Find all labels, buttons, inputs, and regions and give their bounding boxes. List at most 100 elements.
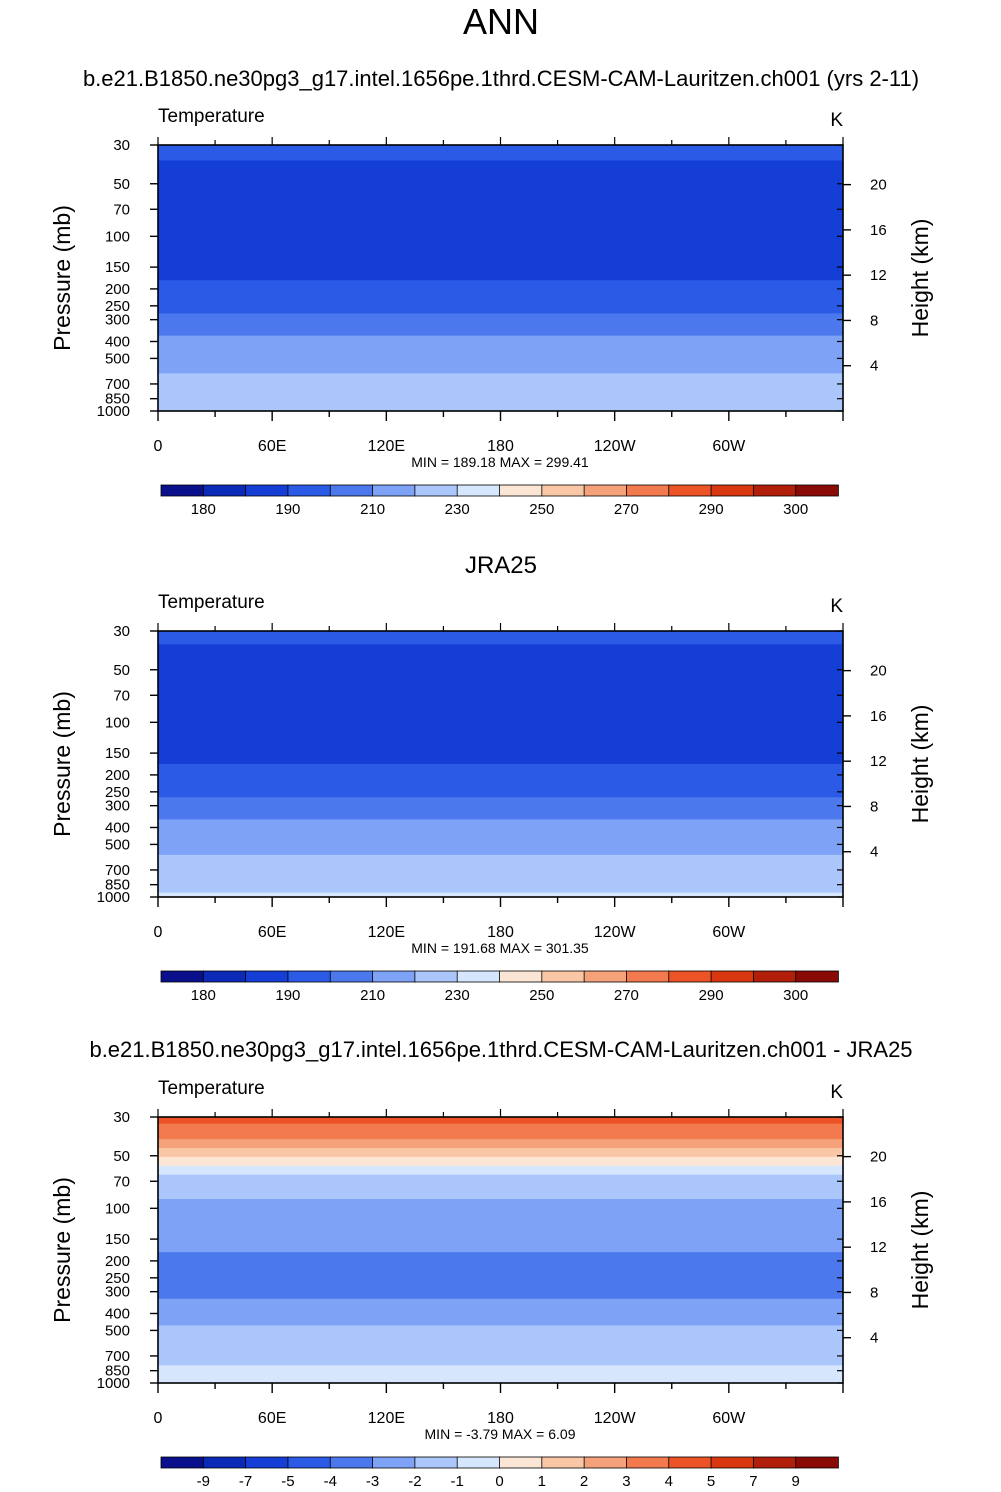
- colorbar-label: -5: [281, 1473, 294, 1490]
- y-tick-label: 30: [113, 137, 130, 154]
- y-tick-label: 500: [105, 836, 130, 853]
- colorbar-label: 180: [191, 987, 216, 1004]
- y-tick-label: 50: [113, 1148, 130, 1165]
- y2-tick-label: 16: [870, 1194, 887, 1211]
- colorbar-box: [246, 971, 289, 982]
- y2-tick-label: 4: [870, 1330, 878, 1347]
- colorbar-box: [626, 485, 669, 496]
- x-tick-label: 120E: [368, 1410, 405, 1427]
- min-max-stats: MIN = 191.68 MAX = 301.35: [411, 940, 589, 956]
- colorbar-box: [584, 485, 627, 496]
- colorbar-box: [500, 485, 543, 496]
- panel-title: b.e21.B1850.ne30pg3_g17.intel.1656pe.1th…: [89, 1037, 912, 1062]
- colorbar-label: -7: [239, 1473, 252, 1490]
- x-tick-label: 180: [487, 438, 514, 455]
- x-tick-label: 120E: [368, 438, 405, 455]
- min-max-stats: MIN = 189.18 MAX = 299.41: [411, 454, 589, 470]
- x-tick-label: 60E: [258, 1410, 286, 1427]
- y2-tick-label: 16: [870, 222, 887, 239]
- colorbar-box: [203, 485, 246, 496]
- colorbar-box: [542, 971, 585, 982]
- y2-tick-label: 4: [870, 358, 878, 375]
- colorbar-box: [288, 485, 331, 496]
- contour-field: [158, 631, 843, 898]
- colorbar-box: [711, 971, 754, 982]
- units-label: K: [830, 596, 843, 617]
- colorbar-box: [626, 971, 669, 982]
- colorbar-box: [500, 1457, 543, 1468]
- colorbar-label: 2: [580, 1473, 588, 1490]
- y2-tick-label: 20: [870, 177, 887, 194]
- y2-tick-label: 12: [870, 1239, 887, 1256]
- y2-tick-label: 12: [870, 753, 887, 770]
- y-tick-label: 50: [113, 176, 130, 193]
- y-tick-label: 30: [113, 1109, 130, 1126]
- colorbar-box: [711, 485, 754, 496]
- colorbar-label: -9: [197, 1473, 210, 1490]
- contour-field: [158, 145, 843, 412]
- y-tick-label: 200: [105, 767, 130, 784]
- units-label: K: [830, 110, 843, 131]
- y2-tick-label: 16: [870, 708, 887, 725]
- colorbar-box: [669, 485, 712, 496]
- panel-model: b.e21.B1850.ne30pg3_g17.intel.1656pe.1th…: [49, 66, 933, 518]
- colorbar-label: 4: [665, 1473, 673, 1490]
- y-tick-label: 70: [113, 687, 130, 704]
- y-tick-label: 100: [105, 714, 130, 731]
- y-tick-label: 500: [105, 1322, 130, 1339]
- y-tick-label: 150: [105, 1231, 130, 1248]
- colorbar-label: 9: [792, 1473, 800, 1490]
- colorbar-label: 180: [191, 501, 216, 518]
- x-tick-label: 60W: [712, 438, 746, 455]
- colorbar-box: [330, 485, 373, 496]
- variable-label: Temperature: [158, 592, 265, 613]
- y-tick-label: 400: [105, 333, 130, 350]
- colorbar-label: 290: [699, 501, 724, 518]
- colorbar: 180 190 210 230 250 270 290 300: [161, 971, 838, 1004]
- y2-tick-label: 8: [870, 1284, 878, 1301]
- colorbar-label: -1: [451, 1473, 464, 1490]
- page-title: ANN: [463, 1, 539, 42]
- x-tick-label: 0: [154, 924, 163, 941]
- y-tick-label: 30: [113, 623, 130, 640]
- colorbar-box: [161, 1457, 204, 1468]
- panel-title: JRA25: [465, 552, 537, 579]
- variable-label: Temperature: [158, 106, 265, 127]
- y-tick-label: 500: [105, 350, 130, 367]
- y-tick-label: 200: [105, 1253, 130, 1270]
- colorbar-label: 230: [445, 501, 470, 518]
- colorbar-box: [373, 485, 416, 496]
- y-tick-label: 400: [105, 1305, 130, 1322]
- y-tick-label: 300: [105, 1284, 130, 1301]
- colorbar-label: 270: [614, 501, 639, 518]
- colorbar-box: [584, 971, 627, 982]
- colorbar-box: [542, 485, 585, 496]
- colorbar-box: [457, 971, 500, 982]
- colorbar-box: [584, 1457, 627, 1468]
- y-tick-label: 1000: [97, 1375, 130, 1392]
- colorbar-label: 210: [360, 987, 385, 1004]
- colorbar-label: 7: [749, 1473, 757, 1490]
- variable-label: Temperature: [158, 1078, 265, 1099]
- contour-field: [158, 1117, 843, 1384]
- y2-axis-label: Height (km): [907, 219, 933, 338]
- y2-axis-label: Height (km): [907, 705, 933, 824]
- y2-tick-label: 8: [870, 312, 878, 329]
- colorbar-label: 1: [538, 1473, 546, 1490]
- y2-tick-label: 8: [870, 798, 878, 815]
- colorbar-label: 250: [529, 501, 554, 518]
- x-tick-label: 60W: [712, 1410, 746, 1427]
- colorbar-box: [669, 1457, 712, 1468]
- colorbar-box: [457, 485, 500, 496]
- colorbar-box: [753, 485, 796, 496]
- colorbar-box: [415, 485, 458, 496]
- colorbar-box: [288, 971, 331, 982]
- x-tick-label: 60W: [712, 924, 746, 941]
- colorbar-label: 5: [707, 1473, 715, 1490]
- y-axis-label: Pressure (mb): [49, 205, 75, 351]
- colorbar-box: [246, 485, 289, 496]
- colorbar-box: [500, 971, 543, 982]
- y-tick-label: 150: [105, 745, 130, 762]
- colorbar-label: 300: [783, 501, 808, 518]
- colorbar-box: [203, 1457, 246, 1468]
